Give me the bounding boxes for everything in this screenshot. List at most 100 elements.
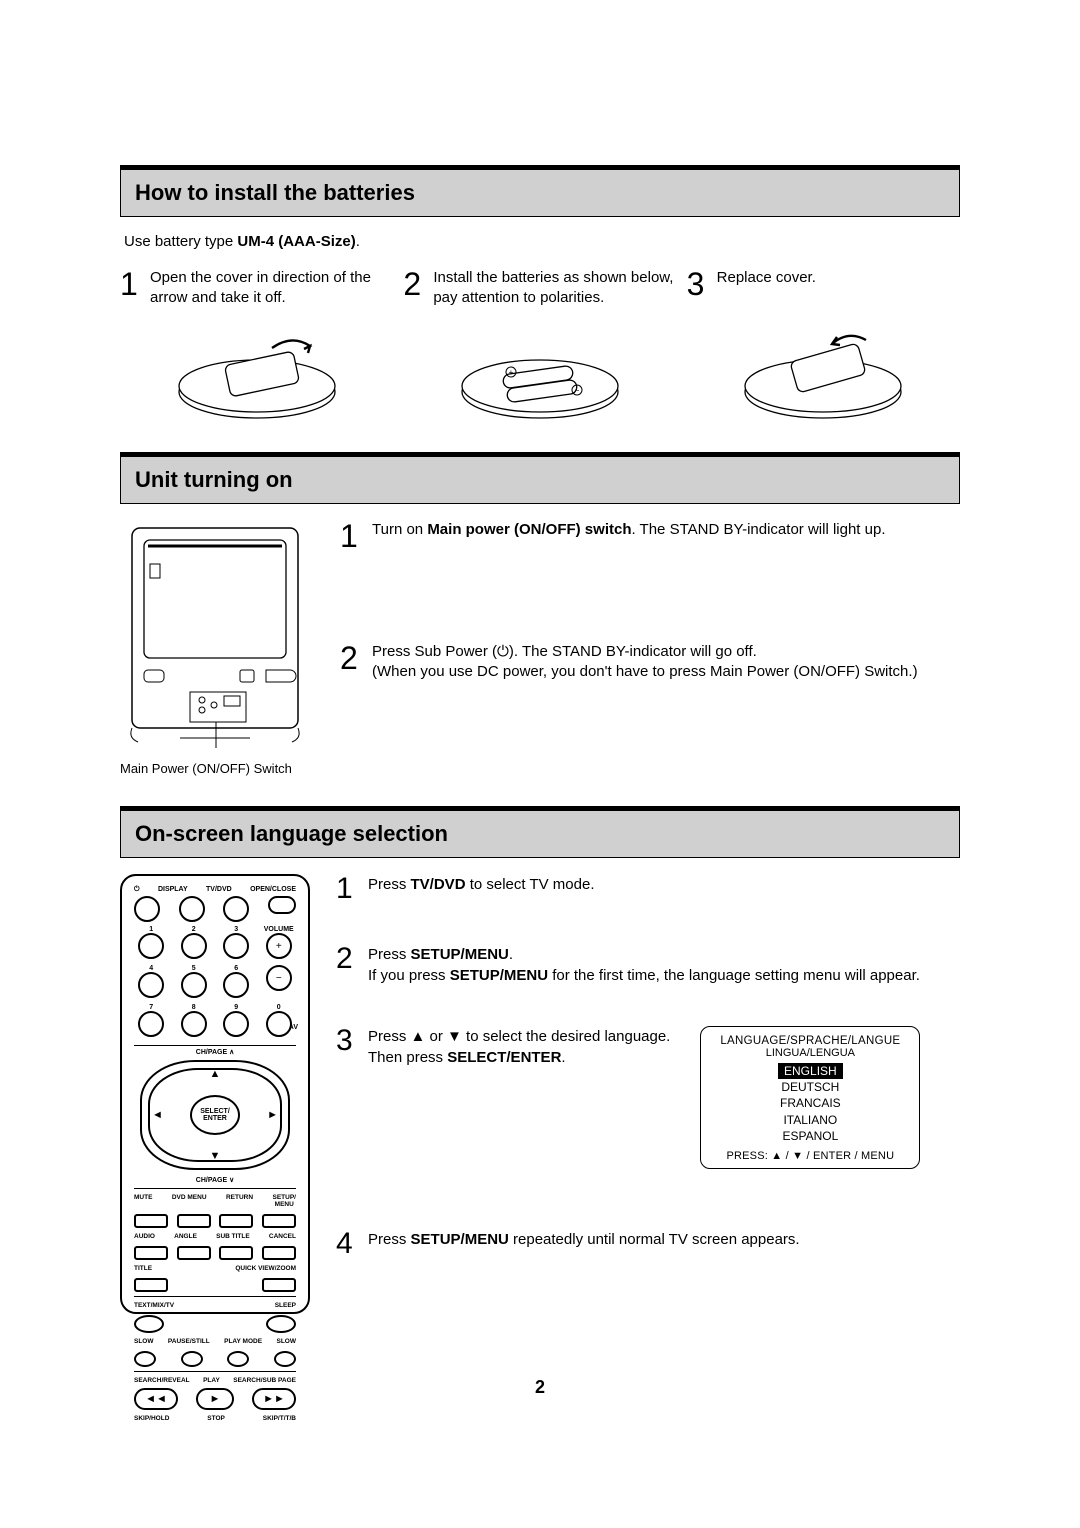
lang-s2-l2bold: SETUP/MENU [450,967,548,984]
section-header-batteries: How to install the batteries [120,165,960,217]
unit-step-2-num: 2 [340,642,362,674]
remote-number-grid: 1 2 3 VOLUME+ 4 5 6 − 7 8 9 0 [134,926,296,1037]
battery-step-1-text: Open the cover in direction of the arrow… [150,268,393,309]
lang-s3-l2bold: SELECT/ENTER [447,1049,561,1066]
remote-lbl-title: TITLE [134,1265,152,1272]
remote-num-6 [223,972,249,998]
remote-lbl-playmode: PLAY MODE [224,1338,262,1345]
remote-av-label: AV [289,1024,298,1031]
remote-vol-label: VOLUME [264,926,294,933]
battery-step-2: 2 Install the batteries as shown below, … [403,268,676,426]
battery-step-3-text: Replace cover. [717,268,816,288]
lang-step-3: 3 Press ▲ or ▼ to select the desired lan… [336,1026,960,1169]
remote-lbl-cancel: CANCEL [269,1233,296,1240]
svg-text:+: + [509,368,514,377]
remote-sleep-button [266,1315,296,1333]
lang-step-1-num: 1 [336,874,358,904]
unit-step-2-line1: Press Sub Power (⏻). The STAND BY-indica… [372,643,757,660]
remote-select-enter: SELECT/ ENTER [190,1095,240,1135]
remote-dvdmenu-button [177,1214,211,1228]
lang-step-2-num: 2 [336,944,358,974]
remote-num-4 [138,972,164,998]
remote-num-7 [138,1011,164,1037]
unit-step-2-line2: (When you use DC power, you don't have t… [372,663,918,680]
remote-textmix-button [134,1315,164,1333]
lang-step-1-text: Press TV/DVD to select TV mode. [368,874,594,895]
lang-steps: 1 Press TV/DVD to select TV mode. 2 Pres… [336,874,960,1314]
unit-step-1-num: 1 [340,520,362,552]
remote-num-7-lbl: 7 [149,1004,153,1011]
remote-right-icon: ► [267,1109,278,1121]
osd-subtitle: LINGUA/LENGUA [713,1047,907,1059]
lang-s1-bold: TV/DVD [411,876,466,893]
remote-num-6-lbl: 6 [234,965,238,972]
remote-lbl-slow-l: SLOW [134,1338,154,1345]
remote-tvdvd-button [223,896,249,922]
remote-num-5 [181,972,207,998]
section-header-unit: Unit turning on [120,452,960,504]
remote-lbl-display: DISPLAY [158,886,188,894]
lang-s2-bold: SETUP/MENU [411,946,509,963]
unit-caption: Main Power (ON/OFF) Switch [120,761,320,776]
remote-num-2-lbl: 2 [192,926,196,933]
lang-s2-l2pre: If you press [368,967,450,984]
lang-s3-l2post: . [561,1049,565,1066]
page-number: 2 [0,1377,1080,1398]
remote-audio-button [134,1246,168,1260]
lang-s2-post: . [509,946,513,963]
remote-angle-button [177,1246,211,1260]
battery-step-3-num: 3 [687,268,709,300]
battery-step-3: 3 Replace cover. [687,268,960,426]
remote-num-5-lbl: 5 [192,965,196,972]
remote-lbl-stop: STOP [207,1415,225,1422]
osd-footer: PRESS: ▲ / ▼ / ENTER / MENU [713,1150,907,1162]
remote-num-3-lbl: 3 [234,926,238,933]
remote-quickview-button [262,1278,296,1292]
remote-slow-l [134,1351,156,1367]
lang-s4-post: repeatedly until normal TV screen appear… [509,1231,800,1248]
lang-s3-l2pre: Then press [368,1049,447,1066]
remote-return-button [219,1214,253,1228]
remote-lbl-sleep: SLEEP [275,1302,296,1309]
remote-chup-label: CH/PAGE ∧ [134,1048,296,1056]
remote-num-2 [181,933,207,959]
remote-lbl-quickview: QUICK VIEW/ZOOM [235,1265,296,1272]
remote-power-button [134,896,160,922]
osd-item-italiano: ITALIANO [713,1112,907,1128]
unit-figure-col: Main Power (ON/OFF) Switch [120,520,320,776]
unit-step-1-pre: Turn on [372,521,427,538]
remote-lbl-setupmenu: SETUP/ MENU [273,1194,296,1208]
remote-lbl-skip-l: SKIP/HOLD [134,1415,169,1422]
lang-s2-pre: Press [368,946,411,963]
osd-language-menu: LANGUAGE/SPRACHE/LANGUE LINGUA/LENGUA EN… [700,1026,920,1169]
remote-lbl-pause: PAUSE/STILL [168,1338,210,1345]
remote-lbl-skip-r: SKIP/T/T/B [263,1415,296,1422]
remote-lbl-return: RETURN [226,1194,253,1208]
battery-step-2-text: Install the batteries as shown below, pa… [433,268,676,309]
unit-step-2: 2 Press Sub Power (⏻). The STAND BY-indi… [340,642,960,683]
remote-playmode [227,1351,249,1367]
battery-intro: Use battery type UM-4 (AAA-Size). [124,233,960,250]
unit-step-1-post: . The STAND BY-indicator will light up. [631,521,885,538]
lang-s3-line1: Press ▲ or ▼ to select the desired langu… [368,1028,670,1045]
remote-lbl-subtitle: SUB TITLE [216,1233,250,1240]
lang-step-2-text: Press SETUP/MENU. If you press SETUP/MEN… [368,944,920,986]
unit-step-2-text: Press Sub Power (⏻). The STAND BY-indica… [372,642,918,683]
lang-step-4-text: Press SETUP/MENU repeatedly until normal… [368,1229,800,1250]
battery-figure-3 [738,326,908,426]
remote-pause [181,1351,203,1367]
remote-num-0-lbl: 0 [277,1004,281,1011]
osd-item-francais: FRANCAIS [713,1095,907,1111]
remote-num-1 [138,933,164,959]
remote-chdn-label: CH/PAGE ∨ [134,1176,296,1184]
remote-mute-button [134,1214,168,1228]
remote-num-4-lbl: 4 [149,965,153,972]
remote-lbl-textmix: TEXT/MIX/TV [134,1302,174,1309]
osd-title: LANGUAGE/SPRACHE/LANGUE [713,1035,907,1047]
remote-lbl-openclose: OPEN/CLOSE [250,886,296,894]
unit-steps: 1 Turn on Main power (ON/OFF) switch. Th… [340,520,960,776]
remote-lbl-tvdvd: TV/DVD [206,886,232,894]
remote-power-icon: ⏻ [134,886,140,894]
remote-lbl-dvdmenu: DVD MENU [172,1194,207,1208]
remote-num-8-lbl: 8 [192,1004,196,1011]
